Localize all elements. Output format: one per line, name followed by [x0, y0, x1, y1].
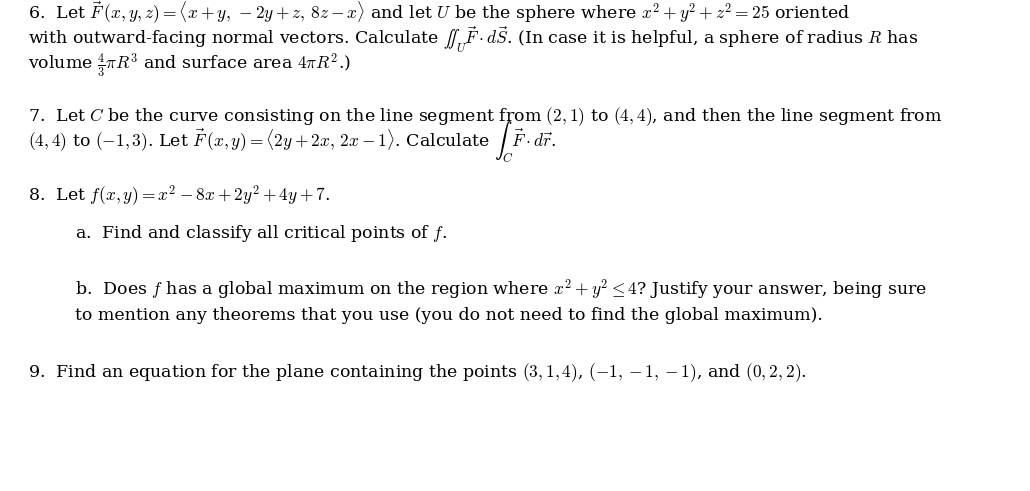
Text: 9.  Find an equation for the plane containing the points $(3,1,4)$, $(-1,-1,-1)$: 9. Find an equation for the plane contai… [28, 361, 806, 384]
Text: b.  Does $f$ has a global maximum on the region where $x^2+y^2\leq 4$? Justify y: b. Does $f$ has a global maximum on the … [75, 277, 927, 301]
Text: with outward-facing normal vectors. Calculate $\iint_U \vec{F}\cdot d\vec{S}$. (: with outward-facing normal vectors. Calc… [28, 25, 919, 55]
Text: volume $\frac{4}{3}\pi R^3$ and surface area $4\pi R^2$.): volume $\frac{4}{3}\pi R^3$ and surface … [28, 52, 351, 79]
Text: 7.  Let $C$ be the curve consisting on the line segment from $(2,1)$ to $(4,4)$,: 7. Let $C$ be the curve consisting on th… [28, 105, 942, 128]
Text: 8.  Let $f(x,y) = x^2 - 8x + 2y^2 + 4y + 7$.: 8. Let $f(x,y) = x^2 - 8x + 2y^2 + 4y + … [28, 184, 331, 209]
Text: a.  Find and classify all critical points of $f$.: a. Find and classify all critical points… [75, 223, 447, 244]
Text: to mention any theorems that you use (you do not need to find the global maximum: to mention any theorems that you use (yo… [75, 307, 823, 324]
Text: $(4,4)$ to $(-1,3)$. Let $\vec{F}\,(x,y) = \langle 2y+2x,\,2x-1\rangle$. Calcula: $(4,4)$ to $(-1,3)$. Let $\vec{F}\,(x,y)… [28, 119, 556, 164]
Text: 6.  Let $\vec{F}\,(x,y,z) = \langle x+y,\,-2y+z,\,8z-x\rangle$ and let $U$ be th: 6. Let $\vec{F}\,(x,y,z) = \langle x+y,\… [28, 0, 850, 26]
